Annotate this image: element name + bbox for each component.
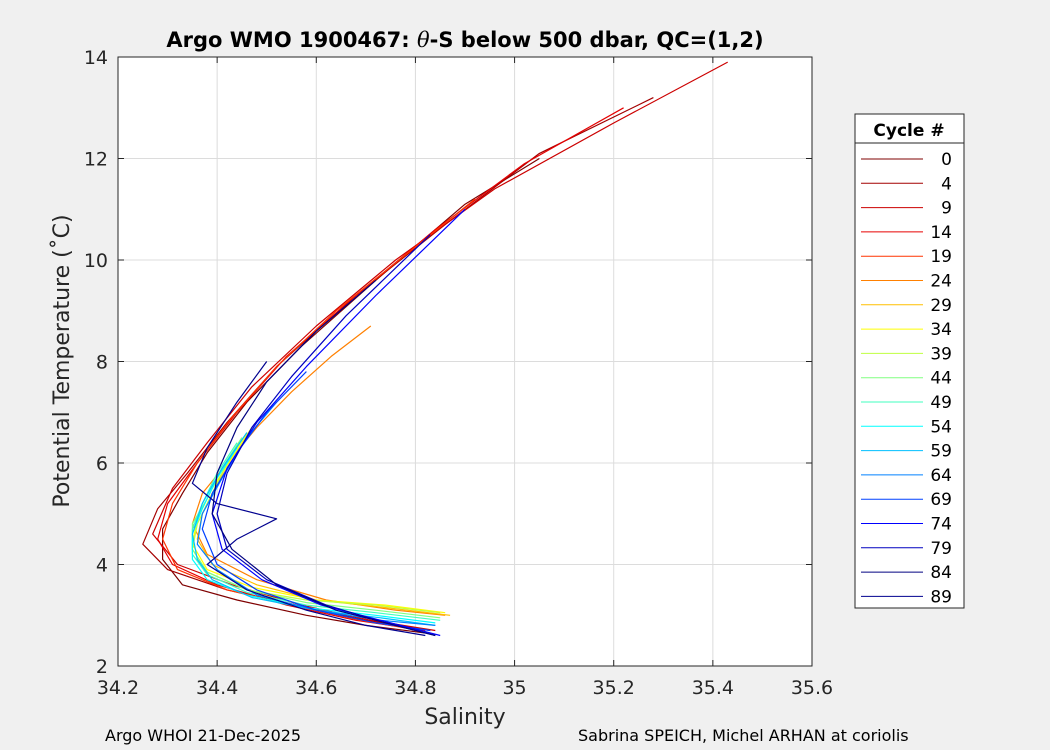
series-line-cycle-59	[191, 432, 436, 626]
legend-label: 34	[930, 320, 952, 340]
y-tick-label: 10	[84, 250, 108, 272]
legend-label: 44	[930, 369, 952, 389]
legend-label: 49	[930, 393, 952, 413]
legend-label: 64	[930, 466, 952, 486]
x-tick-label: 35	[502, 677, 526, 699]
chart-title: Argo WMO 1900467: θ-S below 500 dbar, QC…	[166, 28, 763, 52]
y-tick-label: 12	[84, 149, 108, 171]
y-tick-label: 14	[84, 47, 108, 69]
legend-label: 79	[930, 539, 952, 559]
x-axis-ticks: 34.2 34.4 34.6 34.8 35 35.2 35.4 35.6	[97, 57, 833, 699]
legend-label: 19	[930, 247, 952, 267]
x-tick-label: 35.2	[593, 677, 635, 699]
legend-label: 0	[941, 150, 952, 170]
legend-box	[854, 113, 965, 609]
y-tick-label: 4	[96, 555, 108, 577]
series-line-cycle-49	[191, 442, 441, 621]
legend-label: 14	[930, 223, 952, 243]
series-line-cycle-79	[216, 234, 436, 637]
footer-right: Sabrina SPEICH, Michel ARHAN at coriolis	[578, 726, 909, 745]
x-tick-label: 34.6	[295, 677, 337, 699]
x-tick-label: 34.8	[394, 677, 436, 699]
y-tick-label: 6	[96, 453, 108, 475]
series-line-cycle-89	[191, 361, 426, 637]
series-line-cycle-84	[211, 279, 436, 637]
x-tick-label: 34.4	[196, 677, 238, 699]
legend-title: Cycle #	[873, 121, 944, 141]
legend-label: 69	[930, 490, 952, 510]
chart-title-suffix: -S below 500 dbar, QC=(1,2)	[430, 28, 764, 52]
legend: Cycle # 04914192429343944495459646974798…	[854, 113, 965, 609]
y-tick-label: 2	[96, 656, 108, 678]
legend-label: 29	[930, 296, 952, 316]
x-tick-label: 35.4	[692, 677, 734, 699]
legend-label: 39	[930, 344, 952, 364]
y-tick-label: 8	[96, 352, 108, 374]
footer-left: Argo WHOI 21-Dec-2025	[105, 726, 302, 745]
x-axis-label: Salinity	[424, 705, 505, 730]
chart-title-prefix: Argo WMO 1900467:	[166, 28, 417, 52]
legend-label: 9	[941, 199, 952, 219]
series-layer	[142, 61, 728, 637]
series-line-cycle-69	[201, 371, 431, 632]
y-axis-label: Potential Temperature (˚C)	[50, 214, 75, 507]
legend-label: 24	[930, 272, 952, 292]
x-tick-label: 34.2	[97, 677, 139, 699]
legend-label: 89	[930, 587, 952, 607]
legend-label: 84	[930, 563, 952, 583]
legend-label: 4	[941, 174, 952, 194]
legend-label: 74	[930, 515, 952, 535]
chart-title-theta: θ	[417, 28, 430, 52]
legend-label: 59	[930, 442, 952, 462]
x-tick-label: 35.6	[791, 677, 833, 699]
y-axis-ticks: 2 4 6 8 10 12 14	[84, 47, 812, 678]
legend-label: 54	[930, 417, 952, 437]
grid	[118, 57, 812, 666]
